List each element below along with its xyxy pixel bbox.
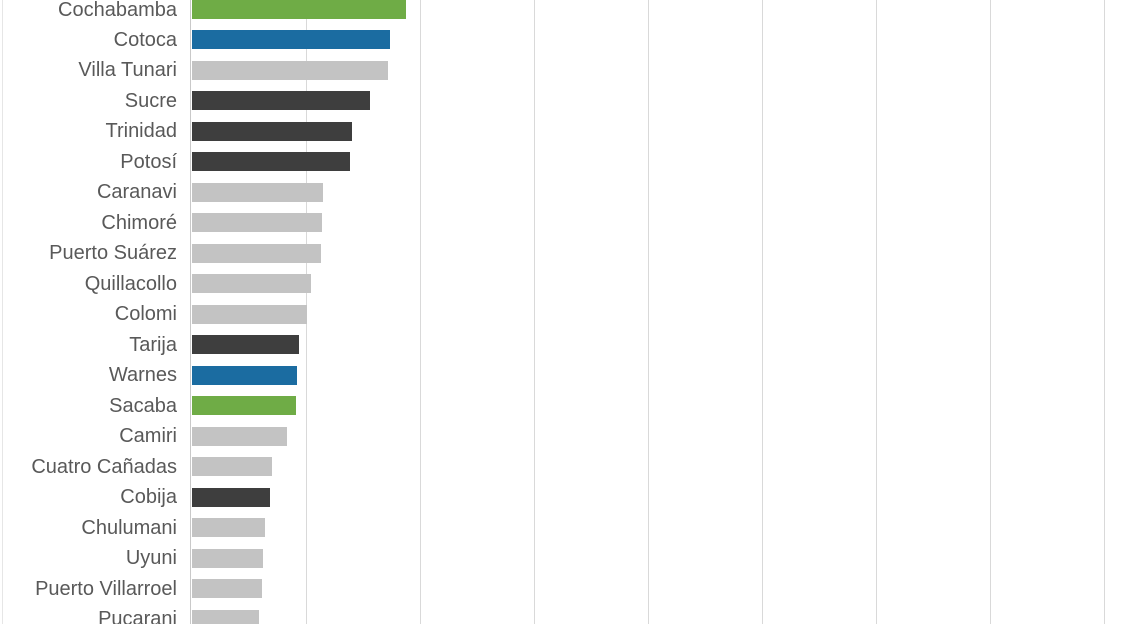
bar bbox=[192, 487, 270, 507]
category-label: Puerto Villarroel bbox=[35, 577, 177, 600]
category-label: Colomi bbox=[114, 303, 177, 326]
category-label: Camiri bbox=[119, 425, 177, 448]
category-label: Sacaba bbox=[109, 394, 177, 417]
category-label: Cotoca bbox=[113, 28, 177, 51]
vertical-gridline bbox=[420, 0, 421, 624]
bar bbox=[192, 60, 388, 80]
category-label: Quillacollo bbox=[84, 272, 177, 295]
category-label: Potosí bbox=[120, 150, 177, 173]
category-label: Uyuni bbox=[125, 547, 177, 570]
bar bbox=[192, 518, 265, 538]
vertical-gridline bbox=[1104, 0, 1105, 624]
vertical-gridline bbox=[990, 0, 991, 624]
bar bbox=[192, 243, 321, 263]
bar bbox=[192, 457, 272, 477]
category-label: Chimoré bbox=[101, 211, 177, 234]
bar bbox=[192, 335, 299, 355]
category-label: Warnes bbox=[108, 364, 177, 387]
bar bbox=[192, 548, 263, 568]
bar bbox=[192, 182, 323, 202]
bar bbox=[192, 396, 296, 416]
category-label: Caranavi bbox=[96, 181, 177, 204]
vertical-gridline bbox=[534, 0, 535, 624]
category-label: Trinidad bbox=[105, 120, 177, 143]
category-label: Chulumani bbox=[81, 516, 177, 539]
bar bbox=[192, 0, 406, 19]
bar bbox=[192, 304, 307, 324]
category-label: Sucre bbox=[124, 89, 177, 112]
y-axis-line bbox=[190, 0, 191, 624]
vertical-gridline bbox=[648, 0, 649, 624]
vertical-gridline bbox=[762, 0, 763, 624]
category-label: Cochabamba bbox=[58, 0, 177, 21]
bar bbox=[192, 274, 311, 294]
chart-area-left-border bbox=[2, 0, 3, 624]
bar bbox=[192, 213, 322, 233]
bar bbox=[192, 365, 297, 385]
bar bbox=[192, 579, 262, 599]
category-label: Puerto Suárez bbox=[49, 242, 177, 265]
vertical-gridline bbox=[876, 0, 877, 624]
bar bbox=[192, 91, 370, 111]
bar bbox=[192, 30, 390, 50]
category-label: Cuatro Cañadas bbox=[31, 455, 177, 478]
bar bbox=[192, 426, 287, 446]
bar bbox=[192, 152, 350, 172]
bar bbox=[192, 609, 259, 624]
category-label: Tarija bbox=[129, 333, 177, 356]
category-label: Pucarani bbox=[98, 608, 177, 624]
category-label: Cobija bbox=[120, 486, 177, 509]
bar bbox=[192, 121, 352, 141]
category-label: Villa Tunari bbox=[78, 59, 177, 82]
